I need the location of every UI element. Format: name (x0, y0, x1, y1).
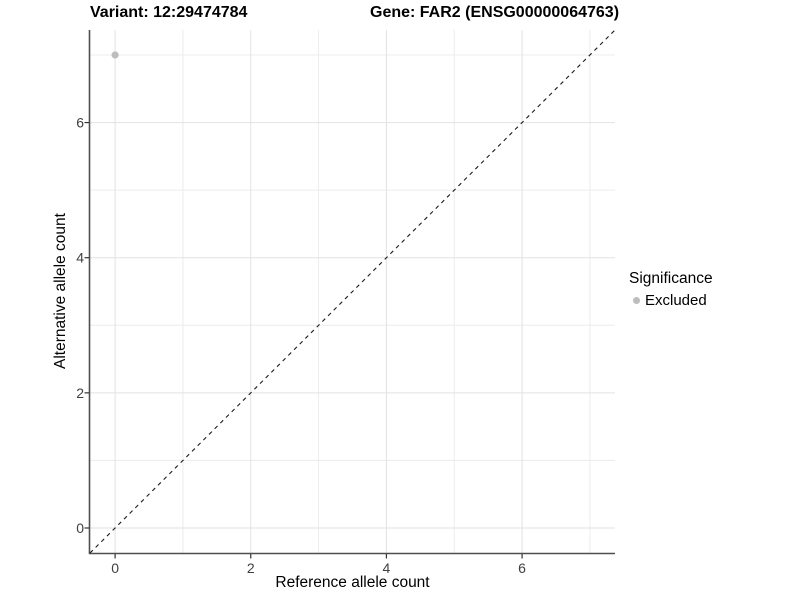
excluded-swatch-icon (633, 297, 640, 304)
legend: Significance Excluded (629, 270, 713, 309)
y-tick-label: 6 (76, 115, 84, 131)
gene-title: Gene: FAR2 (ENSG00000064763) (370, 4, 620, 21)
legend-item-excluded: Excluded (629, 292, 713, 309)
x-tick-label: 6 (518, 560, 526, 576)
legend-title: Significance (629, 270, 713, 287)
x-axis-title: Reference allele count (275, 574, 430, 591)
y-tick-label: 2 (76, 385, 84, 401)
y-tick-label: 0 (76, 520, 84, 536)
x-tick-label: 2 (247, 560, 255, 576)
variant-title: Variant: 12:29474784 (90, 4, 248, 21)
x-tick-label: 4 (383, 560, 391, 576)
data-point-excluded (111, 51, 119, 59)
x-tick-label: 0 (111, 560, 119, 576)
identity-dashed-line (89, 29, 616, 554)
y-tick-label: 4 (76, 250, 84, 266)
y-axis-title: Alternative allele count (52, 213, 69, 369)
legend-item-label: Excluded (645, 292, 707, 309)
